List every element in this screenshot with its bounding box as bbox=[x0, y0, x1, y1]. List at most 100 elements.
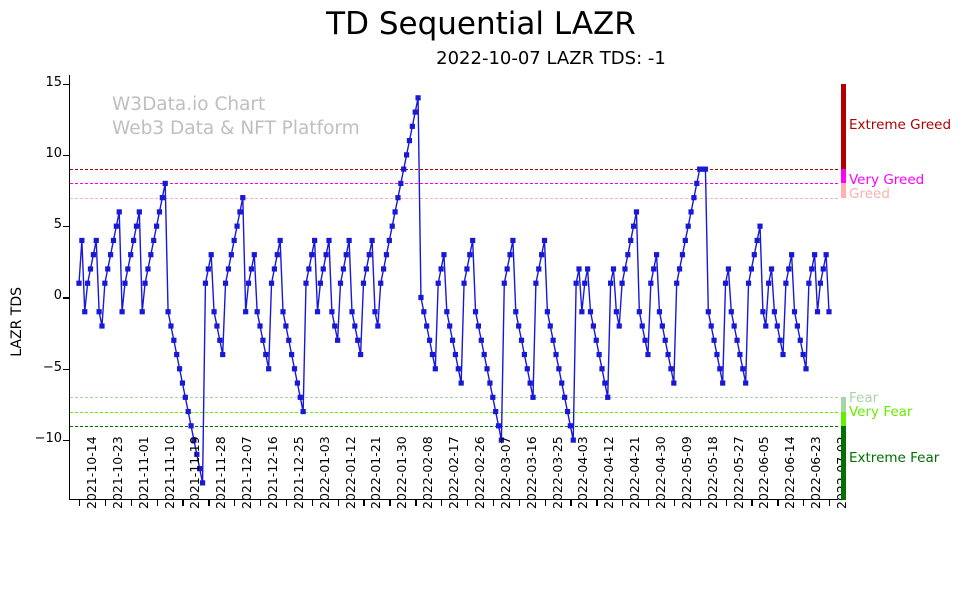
data-point bbox=[547, 323, 553, 329]
x-tick-label: 2022-02-26 bbox=[471, 436, 487, 509]
x-tick bbox=[311, 500, 314, 506]
data-point bbox=[128, 252, 134, 258]
data-point bbox=[389, 223, 395, 229]
data-point bbox=[676, 266, 683, 272]
data-point bbox=[349, 309, 355, 315]
greed-line bbox=[70, 197, 838, 199]
data-point bbox=[93, 237, 99, 244]
data-point bbox=[426, 337, 433, 343]
x-tick bbox=[777, 500, 779, 506]
zone-bar-very-greed bbox=[841, 169, 846, 184]
data-point bbox=[185, 408, 191, 415]
data-point bbox=[429, 351, 436, 358]
data-point bbox=[789, 252, 795, 258]
data-point bbox=[297, 394, 303, 400]
x-tick-label: 2021-10-14 bbox=[84, 436, 99, 509]
x-tick-label: 2022-04-30 bbox=[652, 436, 668, 509]
x-tick bbox=[415, 500, 417, 506]
data-point bbox=[412, 109, 418, 115]
data-point bbox=[372, 309, 378, 315]
x-tick bbox=[79, 500, 81, 506]
data-point bbox=[182, 394, 188, 400]
x-tick-label: 2021-12-07 bbox=[239, 436, 255, 509]
data-point bbox=[803, 366, 809, 372]
data-point bbox=[800, 351, 806, 358]
data-point bbox=[720, 380, 726, 386]
x-tick bbox=[441, 500, 443, 506]
data-point bbox=[323, 252, 329, 258]
data-point bbox=[421, 309, 427, 315]
data-point bbox=[567, 423, 573, 429]
data-point bbox=[257, 323, 263, 329]
data-point bbox=[464, 266, 470, 272]
data-point bbox=[582, 280, 588, 286]
data-point bbox=[76, 280, 82, 286]
data-point bbox=[317, 280, 323, 286]
data-point bbox=[381, 266, 387, 272]
data-point bbox=[823, 252, 829, 258]
data-point bbox=[653, 252, 660, 258]
data-point bbox=[159, 195, 165, 201]
y-axis-label: LAZR TDS bbox=[9, 287, 25, 357]
zone-label-very-greed: Very Greed bbox=[849, 171, 925, 188]
data-point bbox=[576, 266, 582, 272]
data-point bbox=[513, 309, 519, 315]
data-point bbox=[211, 309, 217, 315]
data-point bbox=[329, 309, 335, 315]
data-point bbox=[176, 366, 183, 372]
data-point bbox=[806, 280, 812, 286]
x-tick-label: 2021-12-25 bbox=[290, 436, 306, 509]
data-point bbox=[697, 166, 703, 172]
x-tick-label: 2022-01-12 bbox=[342, 436, 358, 509]
data-point bbox=[291, 366, 298, 372]
plot-background bbox=[70, 75, 838, 500]
data-point bbox=[145, 266, 151, 272]
data-point bbox=[435, 280, 441, 286]
x-tick bbox=[829, 500, 831, 506]
data-point bbox=[314, 309, 321, 315]
data-point bbox=[745, 280, 752, 286]
data-point bbox=[536, 266, 542, 272]
data-point bbox=[791, 309, 798, 315]
data-point bbox=[271, 266, 277, 272]
data-point bbox=[309, 252, 315, 258]
data-point bbox=[470, 237, 476, 244]
data-point bbox=[734, 337, 740, 343]
data-point bbox=[702, 166, 709, 172]
data-point bbox=[786, 266, 792, 272]
data-point bbox=[608, 280, 614, 286]
data-point bbox=[243, 309, 249, 315]
data-point bbox=[248, 266, 255, 272]
data-point bbox=[401, 166, 407, 172]
x-tick-label: 2022-01-21 bbox=[368, 436, 384, 509]
data-point bbox=[237, 209, 243, 215]
x-tick bbox=[182, 500, 184, 506]
data-point bbox=[303, 280, 309, 286]
data-point bbox=[199, 480, 206, 486]
x-tick-label: 2022-02-08 bbox=[420, 436, 436, 509]
data-point bbox=[202, 280, 209, 286]
data-point bbox=[579, 309, 585, 315]
data-point bbox=[294, 380, 300, 386]
x-tick-label: 2022-06-14 bbox=[782, 436, 798, 509]
data-point bbox=[142, 280, 148, 286]
data-point bbox=[461, 280, 467, 286]
x-tick bbox=[130, 500, 133, 506]
data-point bbox=[691, 195, 697, 201]
data-point bbox=[521, 351, 527, 358]
data-point bbox=[820, 266, 826, 272]
data-point bbox=[332, 323, 338, 329]
x-tick bbox=[518, 500, 520, 506]
x-tick bbox=[285, 500, 288, 506]
zone-bar-fear bbox=[841, 397, 846, 412]
zone-label-very-fear: Very Fear bbox=[849, 404, 913, 420]
data-point bbox=[133, 223, 140, 229]
data-point bbox=[717, 366, 723, 372]
data-point bbox=[110, 237, 117, 244]
data-point bbox=[449, 337, 456, 343]
data-point bbox=[263, 351, 269, 358]
data-point bbox=[194, 451, 200, 457]
data-point bbox=[403, 152, 410, 158]
y-tick-label: 10 bbox=[45, 145, 62, 161]
